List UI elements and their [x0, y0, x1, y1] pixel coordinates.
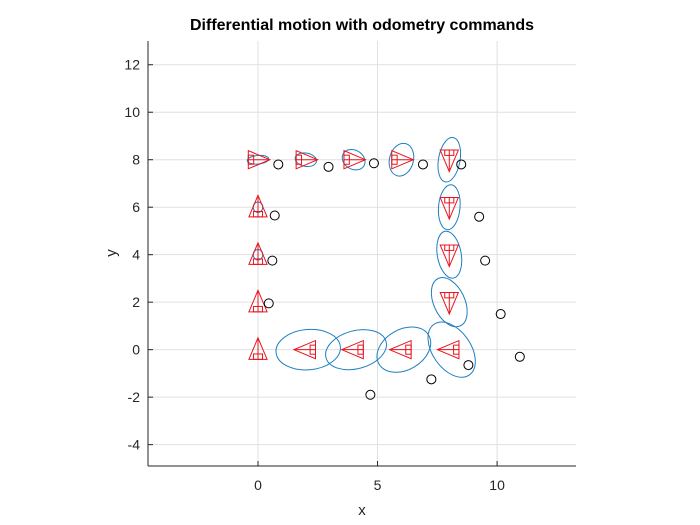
pose-body [343, 154, 350, 165]
pose-marker [292, 339, 316, 360]
y-axis-label: y [103, 249, 120, 257]
measurement-point [269, 210, 280, 221]
covariance-ellipse [325, 329, 387, 371]
covariance-ellipse [376, 326, 432, 373]
measurement-point [263, 298, 274, 309]
pose-body [444, 244, 455, 251]
y-tick-label: 0 [132, 342, 140, 358]
pose-body [444, 149, 455, 156]
pose-body [252, 353, 264, 360]
plot-area [148, 41, 576, 466]
x-tick-label: 10 [489, 477, 505, 493]
pose-marker [248, 194, 268, 218]
measurement-point [474, 211, 485, 222]
pose-body [252, 305, 264, 313]
pose-marker [340, 339, 364, 360]
y-tick-label: 2 [132, 294, 140, 310]
pose-marker [439, 291, 460, 316]
measurement-point [267, 255, 278, 266]
pose-body [357, 344, 364, 355]
pose-markers [247, 149, 460, 360]
pose-body [309, 344, 316, 355]
covariance-ellipse [437, 136, 462, 183]
measurement-point [368, 158, 379, 169]
measurement-point [426, 374, 437, 385]
y-tick-label: 10 [124, 104, 140, 120]
measurement-point [514, 351, 525, 362]
measurement-point [323, 161, 334, 172]
x-axis-label: x [358, 502, 366, 519]
measurement-point [456, 159, 467, 170]
y-tick-label: 6 [132, 199, 140, 215]
measurement-point [480, 255, 491, 266]
covariance-ellipse [436, 230, 463, 279]
pose-body [405, 344, 412, 355]
pose-marker [439, 244, 460, 268]
covariance-ellipse [275, 328, 341, 371]
pose-body [252, 211, 264, 218]
pose-body [252, 258, 264, 265]
pose-marker [248, 241, 268, 265]
pose-body [444, 291, 455, 299]
pose-marker [248, 289, 268, 313]
tick-labels: 0 5 10 -4 -2 0 2 4 6 8 10 12 [124, 57, 505, 493]
y-tick-label: 4 [132, 247, 140, 263]
pose-marker [436, 339, 460, 360]
covariance-ellipse [430, 277, 468, 328]
x-tick-label: 0 [254, 477, 262, 493]
pose-marker [343, 149, 367, 170]
measurement-markers [263, 158, 525, 400]
pose-marker [388, 339, 412, 360]
pose-marker [391, 149, 415, 170]
pose-body [444, 197, 455, 204]
y-tick-label: -2 [128, 389, 141, 405]
axes [147, 41, 576, 467]
measurement-point [495, 309, 506, 320]
measurement-point [463, 360, 474, 371]
pose-marker [247, 149, 272, 170]
y-tick-label: 8 [132, 152, 140, 168]
pose-body [295, 154, 303, 165]
covariance-ellipse [437, 184, 461, 231]
measurement-point [417, 159, 428, 170]
covariance-ellipse [388, 142, 415, 177]
measurement-point [273, 159, 284, 170]
y-tick-label: 12 [124, 57, 140, 73]
pose-body [247, 154, 255, 165]
chart-title: Differential motion with odometry comman… [190, 17, 534, 34]
covariance-ellipse [427, 321, 476, 378]
covariance-ellipse [341, 149, 366, 171]
covariance-ellipse [294, 152, 317, 168]
y-tick-label: -4 [128, 437, 141, 453]
pose-marker [248, 336, 268, 360]
pose-marker [295, 149, 319, 170]
pose-marker [439, 197, 460, 221]
pose-marker [439, 149, 460, 173]
x-tick-label: 5 [374, 477, 382, 493]
pose-body [391, 154, 398, 165]
pose-body [453, 344, 460, 355]
measurement-point [365, 389, 376, 400]
